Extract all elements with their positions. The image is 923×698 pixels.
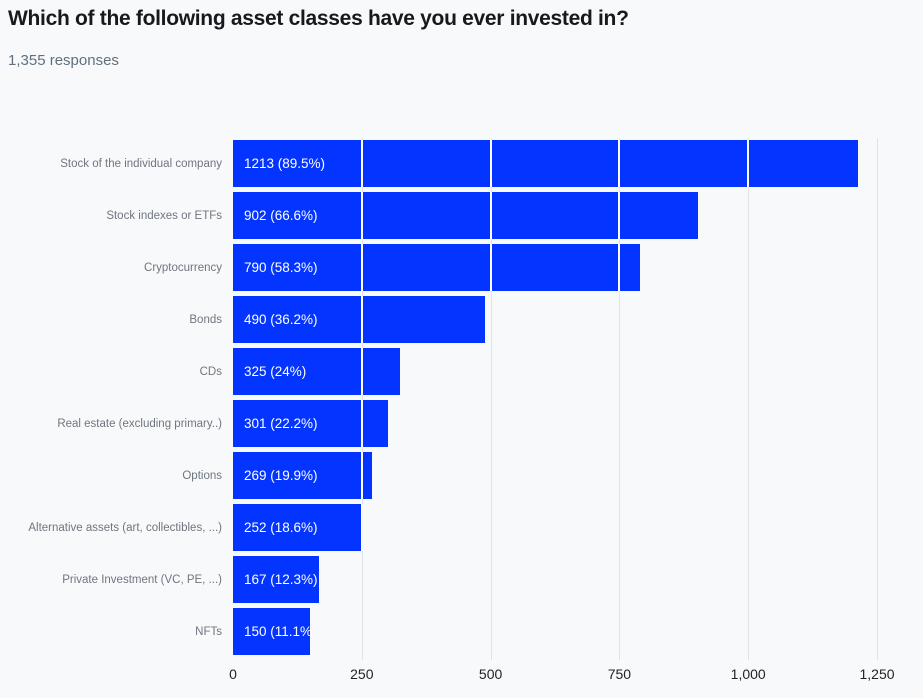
category-label: Real estate (excluding primary..) [57,418,222,430]
gridline-over-bar [360,400,363,447]
x-axis-tick-label: 0 [229,666,237,682]
bar-value-label: 167 (12.3%) [244,572,318,587]
question-title: Which of the following asset classes hav… [8,7,629,30]
x-axis-tick-label: 1,000 [730,666,766,682]
bar-chart: 1213 (89.5%) 902 (66.6%) 790 (58.3%) 490 (3… [233,138,923,660]
bar-value-label: 902 (66.6%) [244,208,318,223]
gridline-over-bar [489,192,492,239]
bar: 252 (18.6%) [233,504,363,551]
gridline-over-bar [618,140,621,187]
gridline-over-bar [360,348,363,395]
bar: 1213 (89.5%) [233,140,858,187]
gridline [877,138,878,660]
gridline-over-bar [360,296,363,343]
category-label: Stock indexes or ETFs [106,210,222,222]
bar-value-label: 1213 (89.5%) [244,156,326,171]
gridline-over-bar [360,192,363,239]
category-label: Private Investment (VC, PE, ...) [62,574,222,586]
x-axis-tick-label: 500 [478,666,503,682]
gridline-over-bar [360,140,363,187]
bar-value-label: 490 (36.2%) [244,312,318,327]
bar: 490 (36.2%) [233,296,486,343]
x-axis-tick-label: 750 [607,666,632,682]
category-label: Options [182,470,222,482]
x-axis-tick-label: 1,250 [859,666,895,682]
bar: 269 (19.9%) [233,452,372,499]
category-label: Cryptocurrency [144,262,222,274]
bar-value-label: 325 (24%) [244,364,307,379]
bar-value-label: 269 (19.9%) [244,468,318,483]
gridline-over-bar [618,244,621,291]
category-label: Alternative assets (art, collectibles, .… [28,522,222,534]
bar-value-label: 252 (18.6%) [244,520,318,535]
gridline [361,138,363,660]
x-axis-tick-label: 250 [350,666,374,682]
category-label: Stock of the individual company [60,158,222,170]
gridline-over-bar [747,140,750,187]
bar: 167 (12.3%) [233,556,320,603]
category-label: Bonds [189,314,222,326]
gridline-over-bar [489,140,492,187]
bar-value-label: 301 (22.2%) [244,416,318,431]
bar: 150 (11.1%) [233,608,311,655]
gridline-over-bar [360,244,363,291]
gridline-over-bar [360,452,363,499]
gridline-over-bar [618,192,621,239]
bar-value-label: 790 (58.3%) [244,260,318,275]
gridline [619,138,621,660]
gridline [490,138,492,660]
bar: 902 (66.6%) [233,192,698,239]
gridline-over-bar [489,244,492,291]
gridline [748,138,750,660]
bar: 790 (58.3%) [233,244,640,291]
bar: 325 (24%) [233,348,401,395]
bar-value-label: 150 (11.1%) [244,624,311,639]
gridline-over-bar [360,504,363,551]
bar: 301 (22.2%) [233,400,389,447]
responses-count: 1,355 responses [8,52,119,69]
category-label: NFTs [195,626,222,638]
category-label: CDs [199,366,222,378]
